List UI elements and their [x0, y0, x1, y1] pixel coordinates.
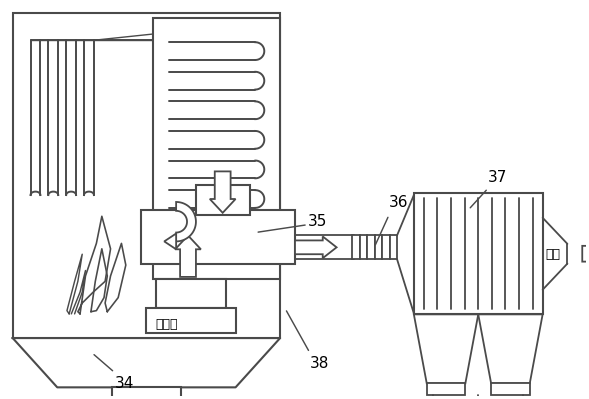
Bar	[196, 185, 250, 215]
Bar	[414, 193, 542, 314]
Text: 38: 38	[310, 356, 329, 371]
Polygon shape	[210, 172, 236, 213]
Text: 36: 36	[389, 195, 409, 210]
Bar	[13, 13, 280, 338]
Polygon shape	[478, 314, 542, 383]
Bar	[389, 235, 397, 259]
Polygon shape	[583, 241, 589, 267]
Text: 二次风: 二次风	[155, 318, 177, 331]
Bar	[375, 235, 382, 259]
Bar	[352, 235, 360, 259]
Polygon shape	[13, 338, 280, 387]
Bar	[156, 279, 226, 308]
Bar	[382, 235, 389, 259]
Bar	[427, 383, 465, 395]
Polygon shape	[164, 233, 176, 249]
Text: 34: 34	[115, 375, 134, 391]
Bar	[112, 387, 181, 399]
Polygon shape	[295, 237, 336, 258]
Bar	[141, 210, 295, 264]
Text: 烟气: 烟气	[545, 248, 561, 261]
Bar	[491, 383, 530, 395]
Bar	[153, 18, 280, 279]
Text: 35: 35	[308, 214, 327, 229]
Bar	[360, 235, 368, 259]
Polygon shape	[175, 235, 201, 277]
Polygon shape	[176, 202, 196, 241]
Polygon shape	[414, 314, 478, 383]
Bar	[147, 308, 236, 333]
Text: 37: 37	[488, 170, 508, 185]
Bar	[368, 235, 375, 259]
